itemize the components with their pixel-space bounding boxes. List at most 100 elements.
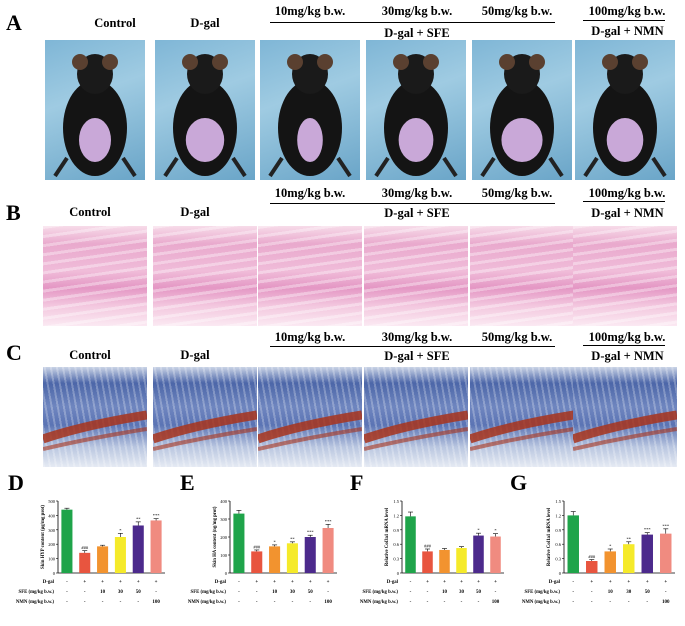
panel-label-g: G bbox=[510, 470, 528, 495]
treatment-cell: + bbox=[255, 580, 258, 585]
label-dose30-b: 30mg/kg b.w. bbox=[381, 186, 453, 200]
mouse-photo-sfe50 bbox=[472, 40, 572, 180]
mouse-photo-control bbox=[45, 40, 145, 180]
y-tick-label: 1.2 bbox=[555, 513, 561, 518]
treatment-cell: - bbox=[410, 600, 412, 605]
treatment-row-label: NMN (mg/kg b.w.) bbox=[360, 600, 399, 605]
mouse-photo-sfe30 bbox=[366, 40, 466, 180]
chart-skin-ha: 0 100 200 300 400 Skin HA content (ng/mg prot… bbox=[172, 495, 347, 621]
y-tick-label: 400 bbox=[48, 513, 56, 518]
treatment-cell: 10 bbox=[272, 590, 278, 595]
treatment-cell: + bbox=[327, 580, 330, 585]
bar-sfe30 bbox=[623, 544, 635, 573]
y-axis-label: Relative Col3a1 mRNA level bbox=[385, 507, 390, 566]
treatment-cell: 30 bbox=[290, 590, 296, 595]
treatment-cell: + bbox=[494, 580, 497, 585]
treatment-cell: 50 bbox=[645, 590, 651, 595]
treatment-cell: + bbox=[646, 580, 649, 585]
treatment-cell: - bbox=[66, 590, 68, 595]
treatment-cell: - bbox=[256, 590, 258, 595]
treatment-cell: - bbox=[572, 600, 574, 605]
y-tick-label: 0.3 bbox=[555, 557, 561, 562]
label-dose10-b: 10mg/kg b.w. bbox=[274, 186, 346, 200]
treatment-cell: - bbox=[84, 600, 86, 605]
significance-mark: * bbox=[609, 544, 612, 549]
significance-mark: ### bbox=[588, 554, 596, 559]
masson-section-sfe10 bbox=[258, 367, 362, 467]
label-dose100-a: 100mg/kg b.w. bbox=[588, 4, 666, 18]
y-tick-label: 1.5 bbox=[393, 499, 399, 504]
bar-dgal bbox=[586, 561, 598, 573]
divider-sfe-c bbox=[270, 346, 555, 347]
he-section-sfe30 bbox=[364, 226, 468, 326]
y-tick-label: 400 bbox=[220, 499, 228, 504]
significance-mark: *** bbox=[307, 530, 315, 535]
significance-mark: *** bbox=[325, 519, 333, 524]
bar-sfe30 bbox=[456, 548, 467, 573]
label-dose100-c: 100mg/kg b.w. bbox=[588, 330, 666, 344]
panel-label-a: A bbox=[6, 10, 22, 35]
y-tick-label: 0.6 bbox=[393, 542, 399, 547]
divider-sfe-a bbox=[270, 22, 555, 23]
bar-nmn100 bbox=[322, 528, 334, 573]
bar-sfe50 bbox=[473, 535, 484, 573]
label-dose50-c: 50mg/kg b.w. bbox=[481, 330, 553, 344]
mouse-photo-sfe10 bbox=[260, 40, 360, 180]
significance-mark: * bbox=[477, 528, 480, 533]
treatment-cell: + bbox=[590, 580, 593, 585]
treatment-cell: + bbox=[460, 580, 463, 585]
treatment-cell: 100 bbox=[492, 600, 500, 605]
y-tick-label: 500 bbox=[48, 499, 56, 504]
he-section-sfe50 bbox=[470, 226, 574, 326]
bar-sfe50 bbox=[304, 537, 316, 573]
treatment-cell: + bbox=[119, 580, 122, 585]
y-tick-label: 300 bbox=[48, 528, 56, 533]
significance-mark: ** bbox=[290, 536, 295, 541]
treatment-cell: 30 bbox=[626, 590, 632, 595]
label-control-b: Control bbox=[69, 205, 111, 219]
treatment-cell: - bbox=[84, 590, 86, 595]
significance-mark: ### bbox=[81, 545, 89, 550]
treatment-cell: - bbox=[444, 600, 446, 605]
treatment-row-label: D-gal bbox=[43, 580, 55, 585]
y-tick-label: 100 bbox=[48, 557, 56, 562]
treatment-row-label: NMN (mg/kg b.w.) bbox=[16, 600, 55, 605]
bar-sfe10 bbox=[604, 551, 616, 573]
label-dose100-b: 100mg/kg b.w. bbox=[588, 186, 666, 200]
treatment-cell: 100 bbox=[324, 600, 332, 605]
significance-mark: ** bbox=[136, 516, 141, 521]
y-axis-label: Relative Col1a1 mRNA level bbox=[547, 507, 552, 566]
panel-label-c: C bbox=[6, 340, 22, 365]
treatment-row-label: SFE (mg/kg b.w.) bbox=[525, 590, 561, 595]
treatment-cell: - bbox=[137, 600, 139, 605]
y-tick-label: 200 bbox=[48, 542, 56, 547]
treatment-row-label: NMN (mg/kg b.w.) bbox=[188, 600, 227, 605]
significance-mark: * bbox=[273, 539, 276, 544]
divider-nmn-a bbox=[583, 20, 665, 21]
treatment-cell: + bbox=[137, 580, 140, 585]
panel-label-e: E bbox=[180, 470, 195, 495]
treatment-cell: + bbox=[101, 580, 104, 585]
label-nmn-b: D-gal + NMN bbox=[591, 206, 664, 220]
treatment-cell: - bbox=[155, 590, 157, 595]
treatment-cell: 10 bbox=[442, 590, 448, 595]
panel-label-b: B bbox=[6, 200, 21, 225]
bar-sfe50 bbox=[132, 525, 144, 573]
bar-dgal bbox=[251, 551, 263, 573]
treatment-cell: - bbox=[66, 580, 68, 585]
treatment-cell: - bbox=[102, 600, 104, 605]
bar-control bbox=[61, 509, 73, 573]
treatment-cell: 10 bbox=[100, 590, 106, 595]
treatment-cell: - bbox=[665, 590, 667, 595]
label-dgal-c: D-gal bbox=[180, 348, 210, 362]
bar-nmn100 bbox=[150, 520, 162, 573]
treatment-cell: 30 bbox=[118, 590, 124, 595]
label-control-a: Control bbox=[94, 16, 136, 30]
treatment-cell: - bbox=[461, 600, 463, 605]
panel-label-f: F bbox=[350, 470, 364, 495]
y-tick-label: 0 bbox=[397, 571, 400, 576]
label-dose30-c: 30mg/kg b.w. bbox=[381, 330, 453, 344]
y-tick-label: 1.5 bbox=[555, 499, 561, 504]
significance-mark: * bbox=[494, 528, 497, 533]
he-section-sfe10 bbox=[258, 226, 362, 326]
